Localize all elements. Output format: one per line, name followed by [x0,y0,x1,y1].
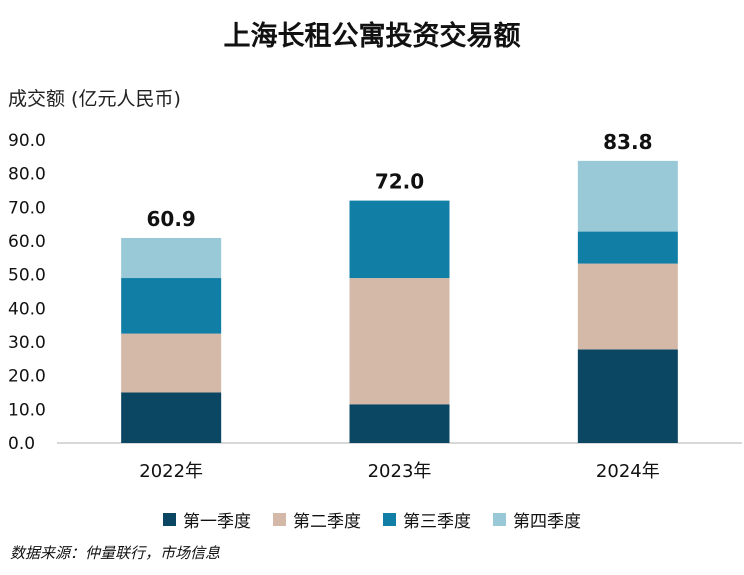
bar-total-label: 83.8 [603,130,652,154]
bar-segment-3-3 [577,231,678,264]
y-tick-label: 70.0 [8,198,46,218]
y-tick-label: 40.0 [8,299,46,319]
legend-label: 第一季度 [183,512,251,532]
legend-swatch [163,513,176,526]
y-tick-label: 20.0 [8,367,46,387]
legend-label: 第三季度 [403,512,471,532]
chart-title: 上海长租公寓投资交易额 [223,21,521,52]
y-tick-label: 80.0 [8,165,46,185]
y-tick-label: 10.0 [8,400,46,420]
bar-segment-1-1 [121,392,222,443]
legend-item: 第二季度 [273,507,361,532]
stacked-bar-chart: 0.0 10.0 20.0 30.0 40.0 50.0 60.0 70.0 80.0 90.0 6… [8,130,742,482]
legend-item: 第四季度 [493,507,581,532]
legend-label: 第四季度 [513,512,581,532]
bar-segment-3-1 [577,349,678,443]
y-tick-label: 50.0 [8,266,46,286]
bar-total-label: 72.0 [375,170,424,194]
y-axis-label: 成交额 (亿元人民币) [8,88,181,110]
source-note: 数据来源：仲量联行，市场信息 [10,544,221,562]
bar-segment-3-4 [577,160,678,232]
bar-segment-2-2 [349,278,450,405]
legend-label: 第二季度 [293,512,361,532]
bar-segment-1-4 [121,237,222,279]
y-tick-label: 0.0 [8,434,35,454]
legend-swatch [383,513,396,526]
legend-item: 第一季度 [163,507,251,532]
x-tick-label: 2023年 [368,461,432,482]
bar-total-label: 60.9 [146,207,195,231]
legend-swatch [493,513,506,526]
x-tick-label: 2022年 [139,461,203,482]
bar-segment-2-3 [349,200,450,279]
x-tick-label: 2024年 [596,461,660,482]
legend: 第一季度 第二季度 第三季度 第四季度 [0,507,744,532]
bar-segment-1-2 [121,333,222,393]
bar-segment-3-2 [577,263,678,350]
bar-segment-1-3 [121,278,222,334]
y-tick-label: 90.0 [8,131,46,151]
y-tick-label: 30.0 [8,333,46,353]
legend-item: 第三季度 [383,507,471,532]
y-tick-label: 60.0 [8,232,46,252]
legend-swatch [273,513,286,526]
bar-segment-2-1 [349,404,450,443]
